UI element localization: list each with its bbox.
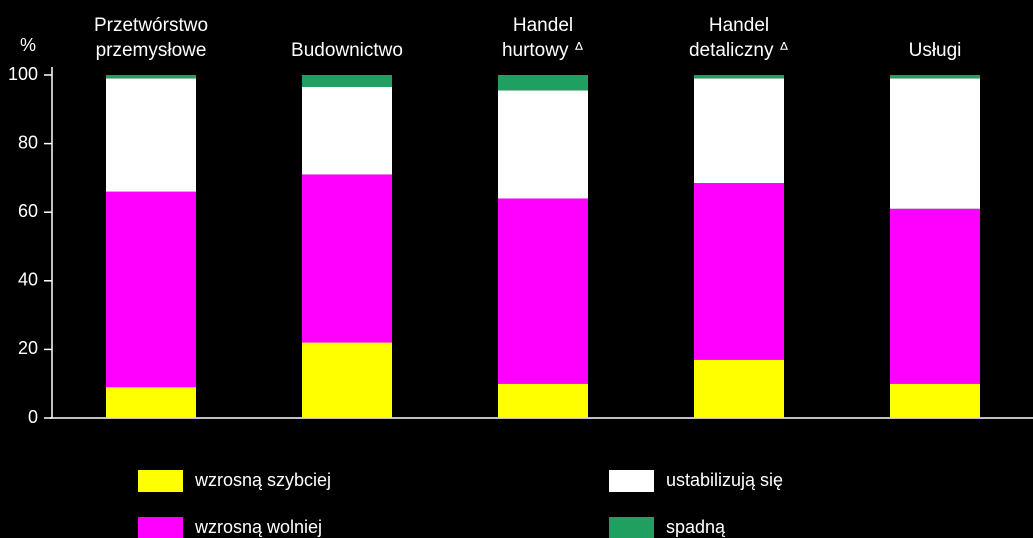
x-tick-label: Przetwórstwo przemysłowe [93, 15, 209, 61]
x-tick-label: Budownictwo [291, 40, 403, 61]
bar-segment [106, 387, 196, 418]
bar-segment [106, 191, 196, 388]
legend-swatch [609, 470, 654, 492]
legend-label: wzrosną wolniej [194, 517, 322, 537]
y-tick-label: 100 [8, 64, 38, 84]
bar-segment [498, 75, 588, 91]
y-tick-label: 20 [18, 338, 38, 358]
bar-segment [106, 75, 196, 79]
bar-segment [694, 359, 784, 418]
bar-segment [498, 383, 588, 418]
bar-segment [498, 198, 588, 384]
bar-segment [302, 75, 392, 88]
bar-segment [106, 78, 196, 192]
bar-segment [694, 78, 784, 184]
bar-segment [890, 78, 980, 209]
legend-swatch [138, 470, 183, 492]
bar-segment [498, 90, 588, 199]
x-tick-label: Usługi [908, 40, 962, 61]
bar-segment [890, 208, 980, 384]
bar-segment [302, 87, 392, 175]
y-axis-label: % [20, 35, 36, 55]
y-tick-label: 40 [18, 270, 38, 290]
bar-segment [694, 183, 784, 360]
legend-label: ustabilizują się [666, 470, 783, 490]
bar-segment [302, 342, 392, 418]
y-tick-label: 60 [18, 201, 38, 221]
bar-segment [890, 75, 980, 79]
legend-swatch [138, 517, 183, 538]
y-tick-label: 80 [18, 132, 38, 152]
bar-segment [694, 75, 784, 79]
bar-segment [890, 383, 980, 418]
bar-segment [302, 174, 392, 343]
legend-swatch [609, 517, 654, 538]
legend-label: spadną [666, 517, 726, 537]
x-tick-label: Handel hurtowy ᐞ [501, 15, 585, 61]
y-tick-label: 0 [28, 407, 38, 427]
x-tick-label: Handel detaliczny ᐞ [688, 15, 790, 61]
legend-label: wzrosną szybciej [194, 470, 331, 490]
